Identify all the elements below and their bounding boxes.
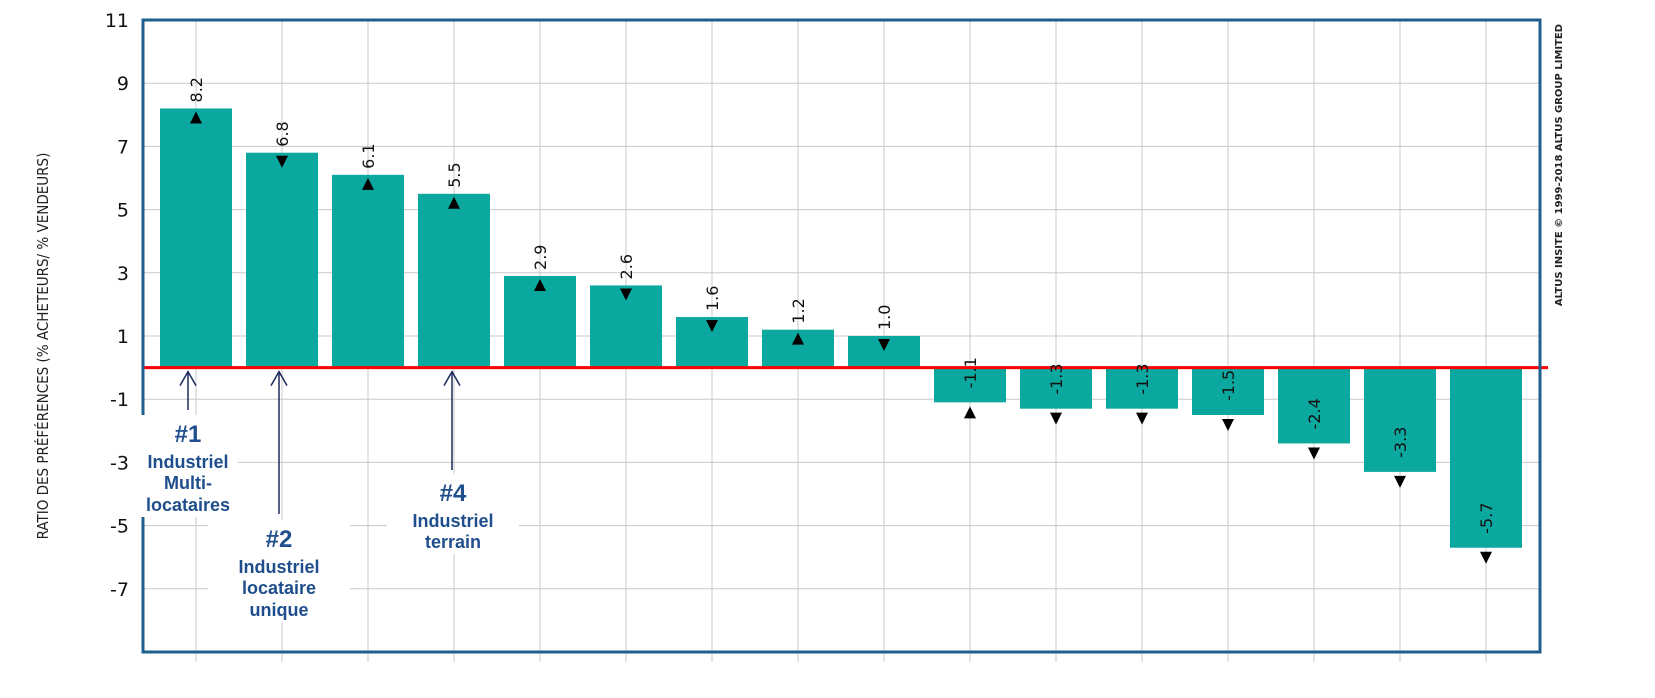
y-axis-label: RATIO DES PRÉFÉRENCES (% ACHETEURS/ % VE… — [33, 153, 52, 540]
data-label: 8.2 — [187, 77, 206, 102]
data-label: -1.5 — [1219, 370, 1238, 401]
bar — [246, 152, 318, 368]
data-labels: 8.2 6.8 6.1 5.5 2.9 2.6 1.6 1.2 1.0 -1.1 -1.3 -1.3 -… — [187, 77, 1496, 534]
trend-marker — [1394, 475, 1406, 488]
data-label: 1.2 — [789, 298, 808, 323]
data-label: 6.8 — [273, 121, 292, 146]
bar — [1364, 367, 1436, 472]
bar — [332, 174, 404, 368]
data-label: 1.0 — [875, 305, 894, 330]
data-label: -3.3 — [1391, 427, 1410, 458]
callout-line: Industriel — [412, 510, 494, 531]
bar — [934, 367, 1006, 403]
callout-box: #2 Industriel locataire unique — [208, 520, 350, 622]
copyright-text: ALTUS INSITE © 1999-2018 ALTUS GROUP LIM… — [1554, 24, 1565, 306]
bar — [1278, 367, 1350, 444]
trend-marker — [706, 320, 718, 333]
trend-marker — [1136, 412, 1148, 425]
callout-box: #4 Industriel terrain — [387, 474, 519, 554]
y-tick-label: 7 — [117, 136, 129, 158]
callout-box: #1 Industriel Multi-locataires — [138, 415, 238, 517]
trend-marker — [276, 155, 288, 168]
data-label: -2.4 — [1305, 398, 1324, 429]
data-label: -1.3 — [1133, 363, 1152, 394]
y-tick-label: 9 — [117, 73, 129, 95]
trend-marker — [534, 278, 546, 291]
trend-marker — [448, 196, 460, 209]
y-tick-label: -5 — [110, 516, 129, 538]
y-tick-label: 5 — [117, 200, 129, 222]
y-tick-label: 11 — [105, 10, 129, 32]
callout-pointers — [179, 370, 461, 514]
callout-pointer-arrow — [179, 370, 197, 386]
y-tick-label: -1 — [110, 389, 129, 411]
trend-marker — [1308, 447, 1320, 460]
data-label: -1.1 — [961, 357, 980, 388]
callout-line: terrain — [424, 532, 482, 553]
data-label: 1.6 — [703, 286, 722, 311]
bar — [418, 193, 490, 368]
trend-marker — [792, 332, 804, 345]
data-label: 5.5 — [445, 162, 464, 187]
y-tick-label: 1 — [117, 326, 129, 348]
trend-marker — [620, 288, 632, 301]
bar — [1106, 367, 1178, 409]
data-label: -1.3 — [1047, 363, 1066, 394]
trend-marker — [1222, 419, 1234, 431]
data-label: 2.9 — [531, 245, 550, 270]
trend-marker — [964, 406, 976, 419]
bars — [160, 108, 1522, 548]
trend-marker — [190, 111, 202, 124]
data-label: -5.7 — [1477, 503, 1496, 534]
trend-markers — [190, 111, 1492, 564]
plot-frame — [141, 18, 1542, 654]
callout-rank: #1 — [174, 421, 202, 448]
trend-marker — [1480, 551, 1492, 564]
callout-pointer-arrow — [270, 370, 288, 386]
y-ticks: 11 9 7 5 3 1 -1 -3 -5 -7 — [105, 10, 129, 601]
bar — [504, 275, 576, 368]
bar — [1192, 367, 1264, 415]
trend-marker — [362, 177, 374, 190]
bar — [1020, 367, 1092, 409]
y-tick-label: -3 — [110, 452, 129, 474]
callout-line: locataires — [145, 494, 231, 515]
trend-marker — [878, 339, 890, 351]
bar — [1450, 367, 1522, 548]
trend-marker — [1050, 412, 1062, 425]
callout-pointer-arrow — [443, 370, 461, 386]
callout-rank: #4 — [439, 480, 467, 507]
callout-line: unique — [249, 599, 309, 620]
callout-line: Industriel — [147, 451, 229, 472]
bar — [160, 108, 232, 368]
data-label: 6.1 — [359, 143, 378, 168]
callout-rank: #2 — [265, 526, 293, 553]
callout-line: Multi- — [164, 473, 212, 494]
callout-line: Industriel — [238, 556, 320, 577]
callout-line: locataire — [241, 578, 317, 599]
y-tick-label: 3 — [117, 263, 129, 285]
data-label: 2.6 — [617, 254, 636, 279]
y-tick-label: -7 — [110, 579, 129, 601]
